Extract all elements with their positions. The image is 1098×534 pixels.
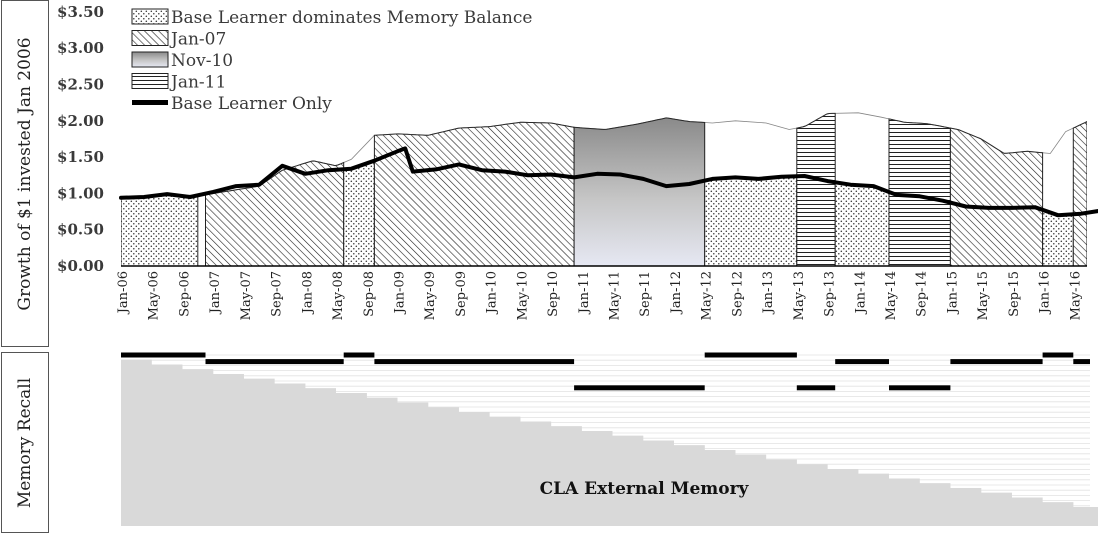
x-tick-label: May-06: [147, 271, 162, 320]
legend-label-jan-07: Jan-07: [169, 30, 226, 50]
x-tick-label: May-09: [423, 271, 438, 320]
regime-area-base-learner-dominates-memory-balance: [1042, 209, 1074, 267]
legend-label-base-learner-dominates-memory-balance: Base Learner dominates Memory Balance: [171, 8, 532, 28]
regime-area-jan-11: [888, 118, 951, 267]
x-tick-label: Sep-07: [270, 271, 285, 317]
y-axis: $0.00 $0.50 $1.00 $1.50 $2.00 $2.50 $3.00 $3.50: [57, 3, 104, 275]
y-tick-label: $3.00: [57, 39, 104, 57]
x-tick-label: May-12: [700, 271, 715, 320]
recall-segment: [796, 385, 836, 391]
regime-areas: [121, 112, 1087, 267]
recall-segment: [704, 352, 797, 358]
legend-swatch-nov-10: [131, 51, 169, 68]
x-tick-label: Sep-12: [730, 271, 745, 317]
recall-segment: [121, 352, 206, 358]
y-tick-label: $0.00: [57, 257, 104, 275]
memory-label: CLA External Memory: [540, 479, 750, 499]
recall-segment: [374, 359, 575, 365]
legend: Base Learner dominates Memory BalanceJan…: [131, 8, 532, 114]
x-tick-label: Jan-09: [392, 271, 407, 315]
x-tick-label: Jan-08: [300, 271, 315, 315]
x-tick-label: May-13: [792, 271, 807, 320]
x-tick-label: Jan-11: [577, 271, 592, 315]
regime-area-jan-11: [796, 112, 836, 267]
x-tick-label: May-07: [239, 271, 254, 320]
x-tick-label: Sep-15: [1007, 271, 1022, 317]
x-tick-label: Sep-13: [823, 271, 838, 317]
y-tick-label: $3.50: [57, 3, 104, 21]
y-tick-label: $1.00: [57, 184, 104, 202]
x-tick-label: Sep-10: [546, 271, 561, 317]
x-tick-label: Sep-11: [638, 271, 653, 317]
y-tick-label: $1.50: [57, 148, 104, 166]
regime-area-base-learner-dominates-memory-balance: [834, 181, 890, 267]
x-tick-label: May-15: [976, 271, 991, 320]
balance-outline: [121, 112, 1087, 199]
x-tick-label: May-14: [884, 271, 899, 320]
legend-label-nov-10: Nov-10: [171, 51, 233, 71]
regime-area-jan-07: [1072, 121, 1087, 267]
regime-area-base-learner-dominates-memory-balance: [121, 193, 199, 267]
x-tick-label: Sep-09: [454, 271, 469, 317]
x-tick-label: Sep-08: [362, 271, 377, 317]
recall-segment: [343, 352, 375, 358]
x-tick-label: May-11: [608, 271, 623, 320]
x-tick-label: Jan-07: [208, 271, 223, 315]
x-tick-label: Jan-14: [853, 271, 868, 315]
memory-balance-outline: [121, 112, 1087, 199]
legend-label-base-learner-only: Base Learner Only: [171, 94, 332, 114]
x-tick-label: May-10: [515, 271, 530, 320]
x-tick-label: Jan-10: [485, 271, 500, 315]
legend-swatch-jan-11: [131, 73, 169, 89]
growth-ylabel-box: Growth of $1 invested Jan 2006: [1, 0, 49, 347]
x-tick-label: Jan-12: [669, 271, 684, 315]
legend-swatch-base-learner-only: [132, 100, 168, 105]
recall-segment: [1042, 352, 1074, 358]
x-tick-label: May-16: [1068, 271, 1083, 320]
memory-ylabel-box: Memory Recall: [1, 352, 49, 533]
memory-panel: CLA External Memory: [121, 352, 1098, 526]
x-tick-label: Jan-15: [945, 271, 960, 315]
recall-segment: [835, 359, 889, 365]
recall-segment: [574, 385, 705, 391]
memory-fill-cover: [121, 355, 1098, 526]
legend-swatch-jan-07: [131, 30, 169, 46]
x-axis: Jan-06 May-06 Sep-06 Jan-07 May-07 Sep-07 Jan-…: [116, 271, 1083, 320]
x-tick-label: Sep-14: [915, 271, 930, 317]
recall-segment: [1073, 359, 1090, 365]
regime-area-base-learner-dominates-memory-balance: [343, 159, 375, 267]
y-tick-label: $2.00: [57, 112, 104, 130]
regime-area-jan-07: [205, 160, 345, 267]
recall-segment: [950, 359, 1043, 365]
y-tick-label: $2.50: [57, 76, 104, 94]
regime-area-nov-10: [573, 117, 706, 267]
recall-segment: [205, 359, 344, 365]
recall-segment: [889, 385, 951, 391]
y-tick-label: $0.50: [57, 221, 104, 239]
x-tick-label: Jan-13: [761, 271, 776, 315]
regime-area-base-learner-dominates-memory-balance: [704, 175, 798, 267]
legend-swatch-base-learner-dominates-memory-balance: [131, 8, 169, 25]
regime-area-jan-07: [373, 121, 575, 267]
x-tick-label: Sep-06: [177, 271, 192, 317]
legend-label-jan-11: Jan-11: [169, 73, 226, 93]
base-learner-line: [119, 146, 1098, 218]
x-tick-label: Jan-06: [116, 271, 131, 315]
x-tick-label: Jan-16: [1038, 271, 1053, 315]
x-tick-label: May-08: [331, 271, 346, 320]
series-line-base-learner-only: [119, 146, 1098, 218]
